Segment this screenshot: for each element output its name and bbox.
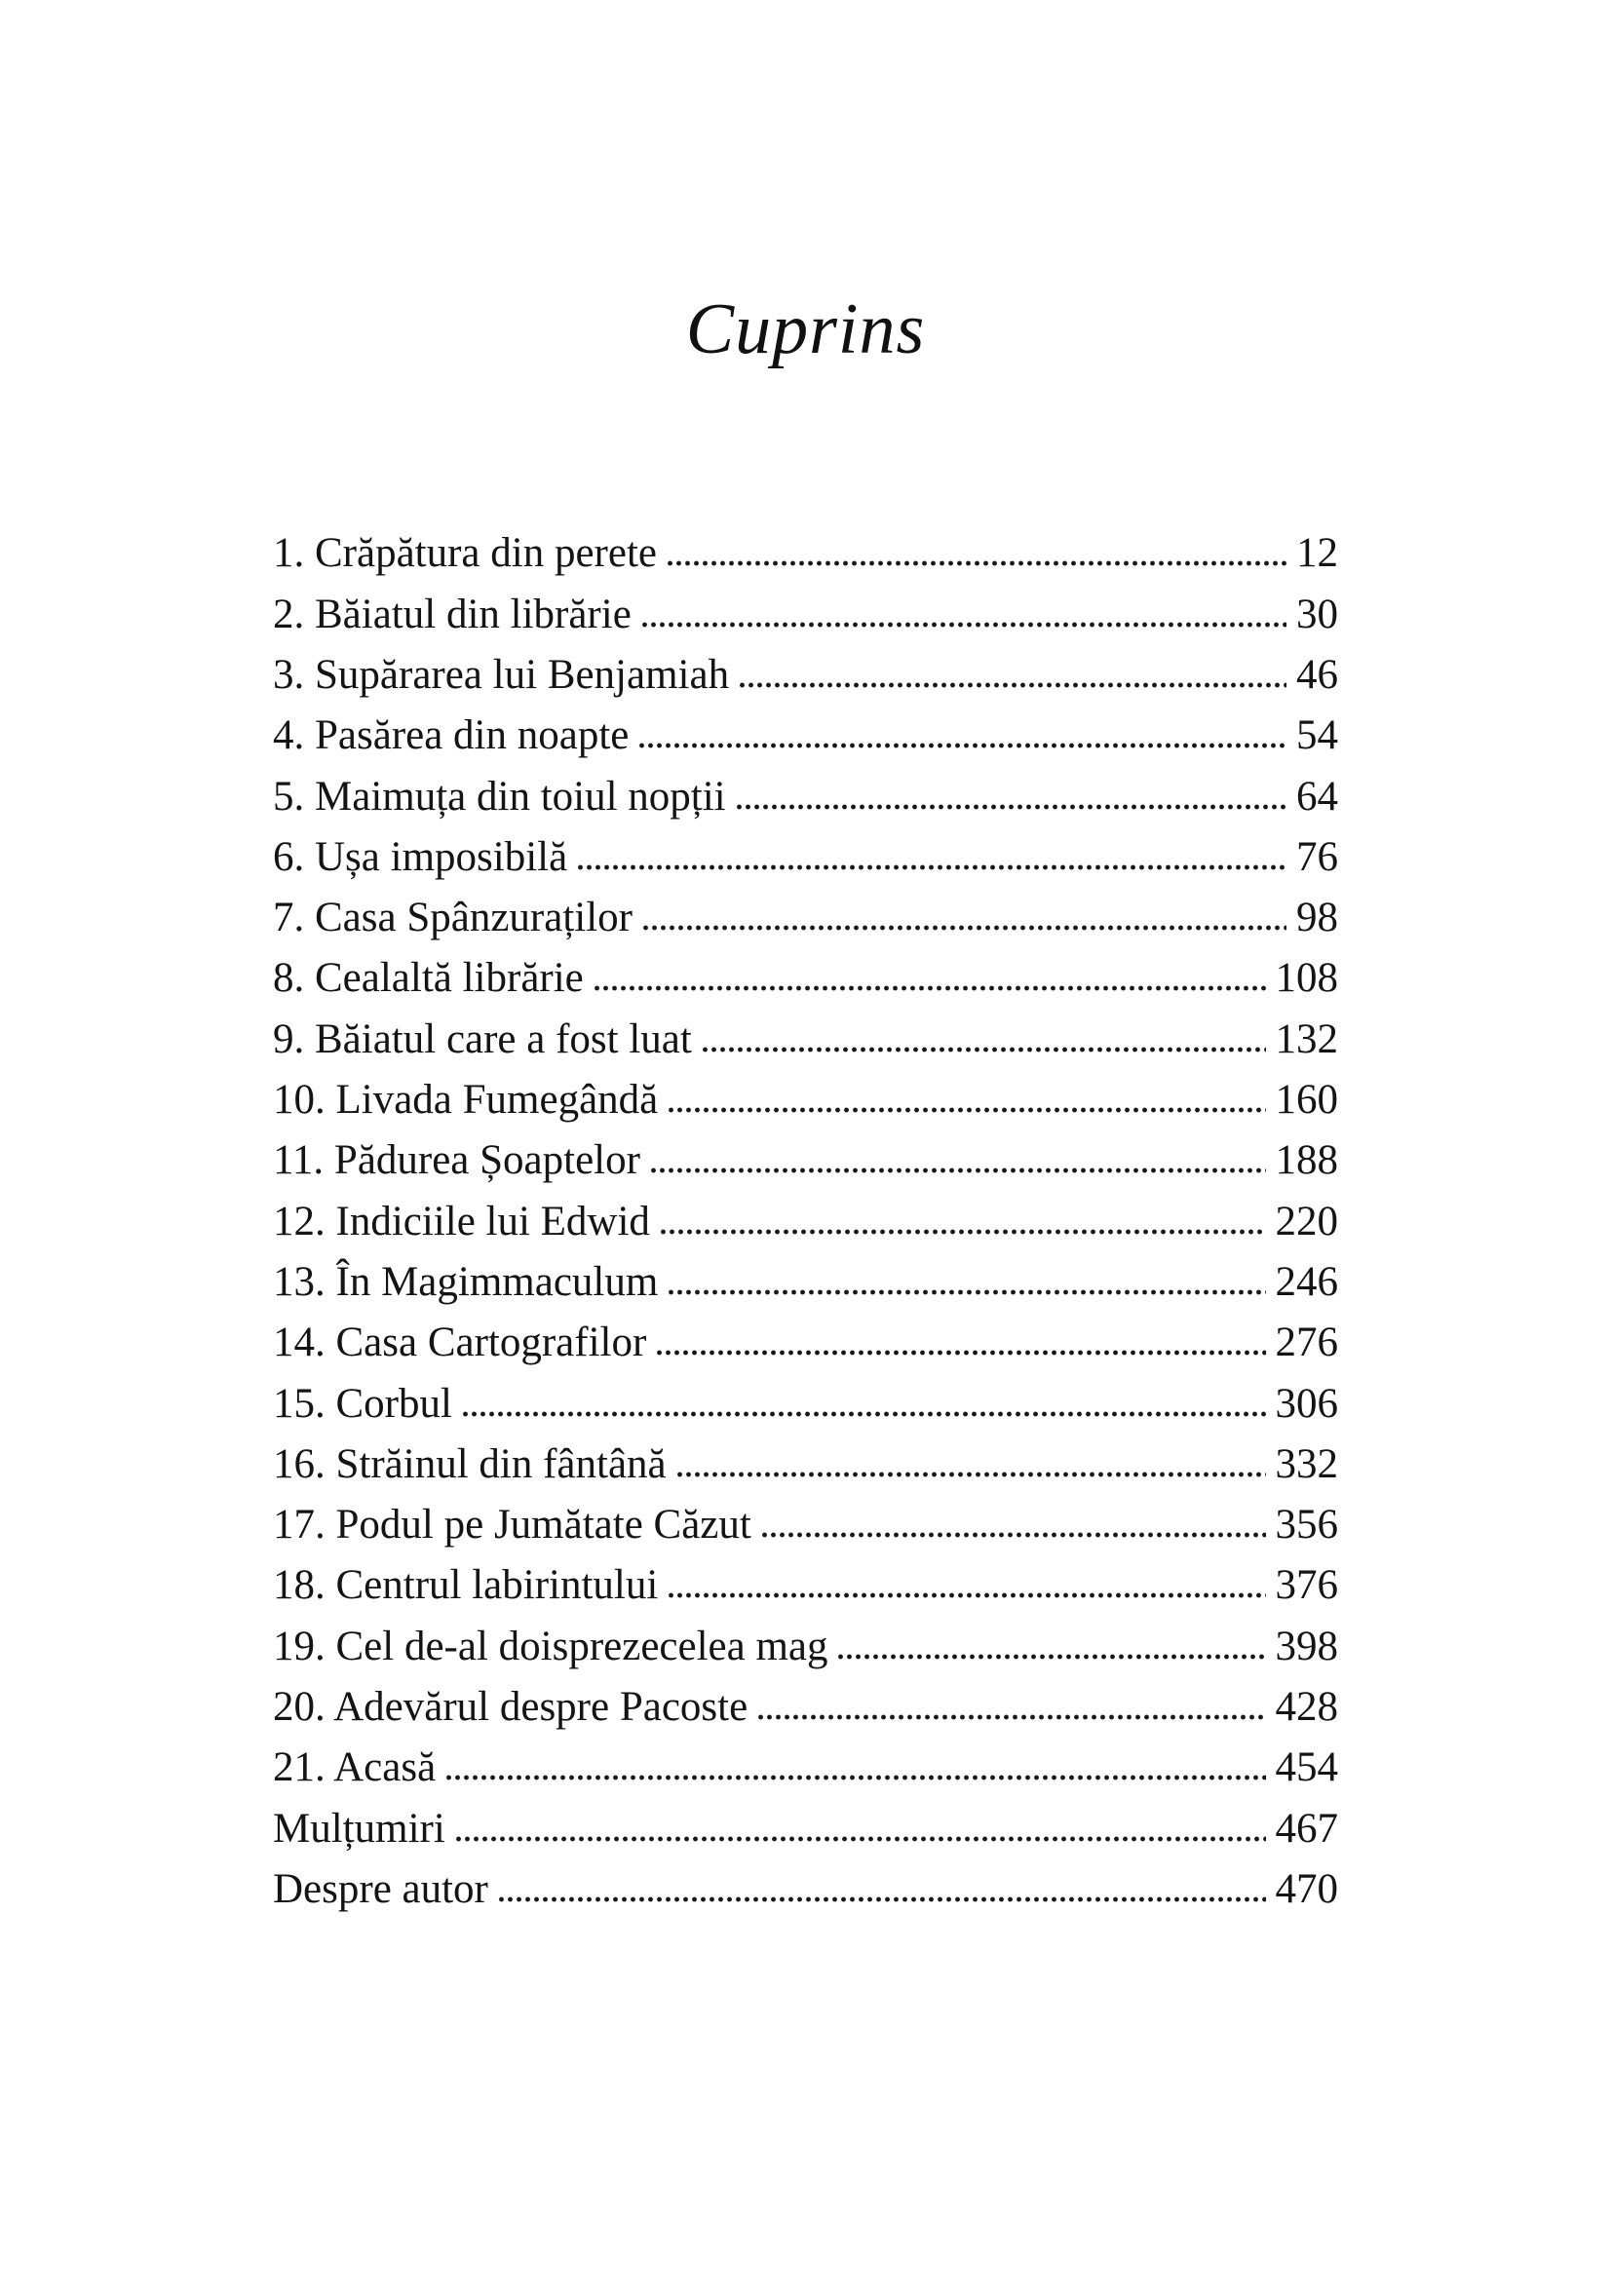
toc-entry-label: 7. Casa Spânzuraților <box>273 895 633 941</box>
toc-entry: 17. Podul pe Jumătate Căzut 356 <box>273 1495 1338 1555</box>
dot-leader <box>648 1167 1266 1174</box>
toc-entry: 19. Cel de-al doisprezecelea mag 398 <box>273 1617 1338 1677</box>
toc-entry: 8. Cealaltă librărie 108 <box>273 948 1338 1009</box>
dot-leader <box>836 1653 1266 1660</box>
toc-entry-label: 3. Supărarea lui Benjamiah <box>273 651 730 698</box>
toc-entry-label: 2. Băiatul din librărie <box>273 591 632 637</box>
dot-leader <box>453 1835 1266 1842</box>
toc-entry-page: 12 <box>1296 530 1338 577</box>
toc-entry: 11. Pădurea Șoaptelor 188 <box>273 1130 1338 1191</box>
toc-entry: 6. Ușa imposibilă 76 <box>273 827 1338 888</box>
toc-entry: 1. Crăpătura din perete 12 <box>273 523 1338 584</box>
toc-entry-page: 46 <box>1296 651 1338 698</box>
toc-entry-label: 4. Pasărea din noapte <box>273 712 630 759</box>
dot-leader <box>667 1592 1266 1599</box>
toc-entry-label: 8. Cealaltă librărie <box>273 955 584 1002</box>
dot-leader <box>641 925 1286 932</box>
dot-leader <box>674 1471 1266 1477</box>
dot-leader <box>759 1532 1266 1539</box>
dot-leader <box>667 1107 1266 1114</box>
toc-entry-page: 160 <box>1275 1077 1339 1124</box>
toc-entry: 20. Adevărul despre Pacoste 428 <box>273 1677 1338 1738</box>
toc-entry-label: 10. Livada Fumegândă <box>273 1077 659 1124</box>
dot-leader <box>738 681 1286 688</box>
toc-list: 1. Crăpătura din perete 12 2. Băiatul di… <box>273 523 1338 1920</box>
toc-entry: 14. Casa Cartografilor 276 <box>273 1313 1338 1373</box>
toc-entry-page: 467 <box>1275 1805 1339 1852</box>
toc-entry-label: 17. Podul pe Jumătate Căzut <box>273 1502 751 1549</box>
toc-entry-page: 220 <box>1275 1198 1339 1244</box>
dot-leader <box>734 803 1286 810</box>
toc-entry-page: 306 <box>1275 1380 1339 1427</box>
toc-entry-label: 5. Maimuța din toiul nopții <box>273 773 726 820</box>
dot-leader <box>700 1046 1266 1052</box>
toc-entry: 15. Corbul 306 <box>273 1374 1338 1435</box>
toc-entry-label: 20. Adevărul despre Pacoste <box>273 1684 748 1731</box>
toc-entry: 7. Casa Spânzuraților 98 <box>273 888 1338 948</box>
dot-leader <box>639 621 1286 628</box>
toc-entry-page: 132 <box>1275 1015 1339 1062</box>
toc-entry: Despre autor 470 <box>273 1859 1338 1920</box>
toc-entry-label: Despre autor <box>273 1865 488 1912</box>
toc-entry-page: 470 <box>1275 1865 1339 1912</box>
toc-entry-label: 12. Indiciile lui Edwid <box>273 1198 650 1244</box>
dot-leader <box>460 1410 1266 1417</box>
toc-entry-page: 98 <box>1296 895 1338 941</box>
toc-entry: 13. În Magimmaculum 246 <box>273 1252 1338 1313</box>
toc-entry-label: 14. Casa Cartografilor <box>273 1320 647 1366</box>
dot-leader <box>667 1288 1266 1295</box>
toc-entry-page: 108 <box>1275 955 1339 1002</box>
dot-leader <box>658 1228 1266 1235</box>
toc-entry: 16. Străinul din fântână 332 <box>273 1435 1338 1495</box>
toc-entry-page: 76 <box>1296 833 1338 880</box>
dot-leader <box>666 560 1286 567</box>
toc-entry-page: 188 <box>1275 1137 1339 1184</box>
toc-entry-label: 13. În Magimmaculum <box>273 1258 659 1305</box>
toc-entry: 4. Pasărea din noapte 54 <box>273 706 1338 766</box>
dot-leader <box>756 1714 1266 1721</box>
toc-entry-page: 332 <box>1275 1440 1339 1487</box>
toc-entry-label: 18. Centrul labirintului <box>273 1562 659 1609</box>
toc-entry-label: 21. Acasă <box>273 1744 437 1791</box>
toc-entry: 2. Băiatul din librărie 30 <box>273 585 1338 645</box>
toc-entry-page: 64 <box>1296 773 1338 820</box>
toc-entry-label: 16. Străinul din fântână <box>273 1440 667 1487</box>
toc-entry-label: 19. Cel de-al doisprezecelea mag <box>273 1623 828 1669</box>
toc-entry: Mulțumiri 467 <box>273 1799 1338 1859</box>
toc-entry-label: Mulțumiri <box>273 1805 445 1852</box>
toc-entry-page: 454 <box>1275 1744 1339 1791</box>
dot-leader <box>655 1350 1266 1357</box>
toc-entry: 10. Livada Fumegândă 160 <box>273 1070 1338 1130</box>
toc-entry: 18. Centrul labirintului 376 <box>273 1555 1338 1616</box>
toc-entry: 3. Supărarea lui Benjamiah 46 <box>273 645 1338 706</box>
toc-entry-page: 356 <box>1275 1502 1339 1549</box>
dot-leader <box>576 863 1286 870</box>
toc-entry: 9. Băiatul care a fost luat 132 <box>273 1010 1338 1070</box>
dot-leader <box>496 1895 1266 1902</box>
toc-entry-label: 9. Băiatul care a fost luat <box>273 1015 692 1062</box>
toc-entry-page: 30 <box>1296 591 1338 637</box>
toc-entry-label: 11. Pădurea Șoaptelor <box>273 1137 640 1184</box>
toc-entry-label: 6. Ușa imposibilă <box>273 833 568 880</box>
dot-leader <box>592 985 1266 992</box>
toc-entry-page: 246 <box>1275 1258 1339 1305</box>
dot-leader <box>637 743 1286 749</box>
toc-entry-page: 276 <box>1275 1320 1339 1366</box>
toc-entry: 12. Indiciile lui Edwid 220 <box>273 1192 1338 1252</box>
toc-entry-label: 15. Corbul <box>273 1380 452 1427</box>
toc-entry-label: 1. Crăpătura din perete <box>273 530 657 577</box>
dot-leader <box>444 1775 1266 1781</box>
toc-entry-page: 428 <box>1275 1684 1339 1731</box>
toc-entry: 21. Acasă 454 <box>273 1738 1338 1798</box>
toc-entry-page: 376 <box>1275 1562 1339 1609</box>
toc-entry-page: 398 <box>1275 1623 1339 1669</box>
toc-entry-page: 54 <box>1296 712 1338 759</box>
page-title: Cuprins <box>685 289 926 369</box>
toc-entry: 5. Maimuța din toiul nopții 64 <box>273 767 1338 827</box>
